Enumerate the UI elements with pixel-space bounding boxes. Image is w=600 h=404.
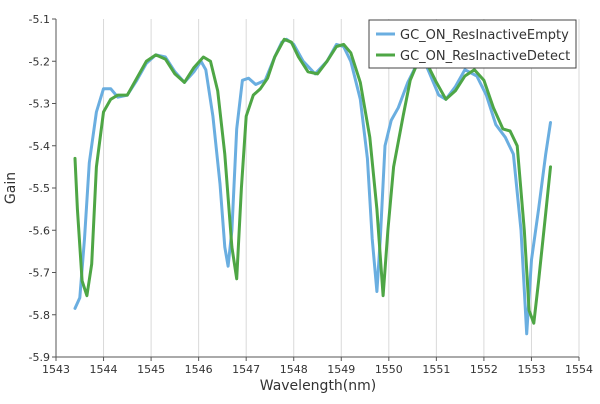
x-tick-label: 1551	[422, 363, 450, 376]
x-tick-label: 1549	[327, 363, 355, 376]
y-tick-label: -5.9	[29, 351, 50, 364]
y-tick-label: -5.8	[29, 309, 50, 322]
x-tick-label: 1553	[517, 363, 545, 376]
y-tick-label: -5.1	[29, 13, 50, 26]
y-tick-label: -5.6	[29, 224, 50, 237]
legend-label-2: GC_ON_ResInactiveDetect	[400, 49, 570, 64]
x-tick-label: 1544	[90, 363, 118, 376]
y-axis-label: Gain	[3, 172, 19, 204]
series-group	[73, 37, 552, 336]
series-line-2	[73, 37, 552, 325]
x-tick-label: 1546	[185, 363, 213, 376]
series-line-1	[73, 37, 552, 336]
y-tick-label: -5.2	[29, 55, 50, 68]
y-tick-label: -5.3	[29, 98, 50, 111]
x-tick-label: 1550	[375, 363, 403, 376]
x-tick-label: 1545	[137, 363, 165, 376]
axes: 1543 1544 1545 1546 1547 1548 1549 1550 1551 1552…	[29, 13, 593, 376]
x-tick-label: 1554	[565, 363, 593, 376]
grid	[55, 19, 580, 357]
x-axis-label: Wavelength(nm)	[260, 378, 376, 394]
legend-label-1: GC_ON_ResInactiveEmpty	[400, 28, 569, 43]
legend-box	[368, 19, 577, 69]
x-tick-label: 1552	[470, 363, 498, 376]
y-tick-label: -5.4	[29, 140, 50, 153]
y-tick-label: -5.5	[29, 182, 50, 195]
x-tick-label: 1548	[280, 363, 308, 376]
x-tick-label: 1543	[42, 363, 70, 376]
x-tick-label: 1547	[232, 363, 260, 376]
y-tick-label: -5.7	[29, 267, 50, 280]
legend: GC_ON_ResInactiveEmpty GC_ON_ResInactiveD…	[368, 19, 577, 69]
